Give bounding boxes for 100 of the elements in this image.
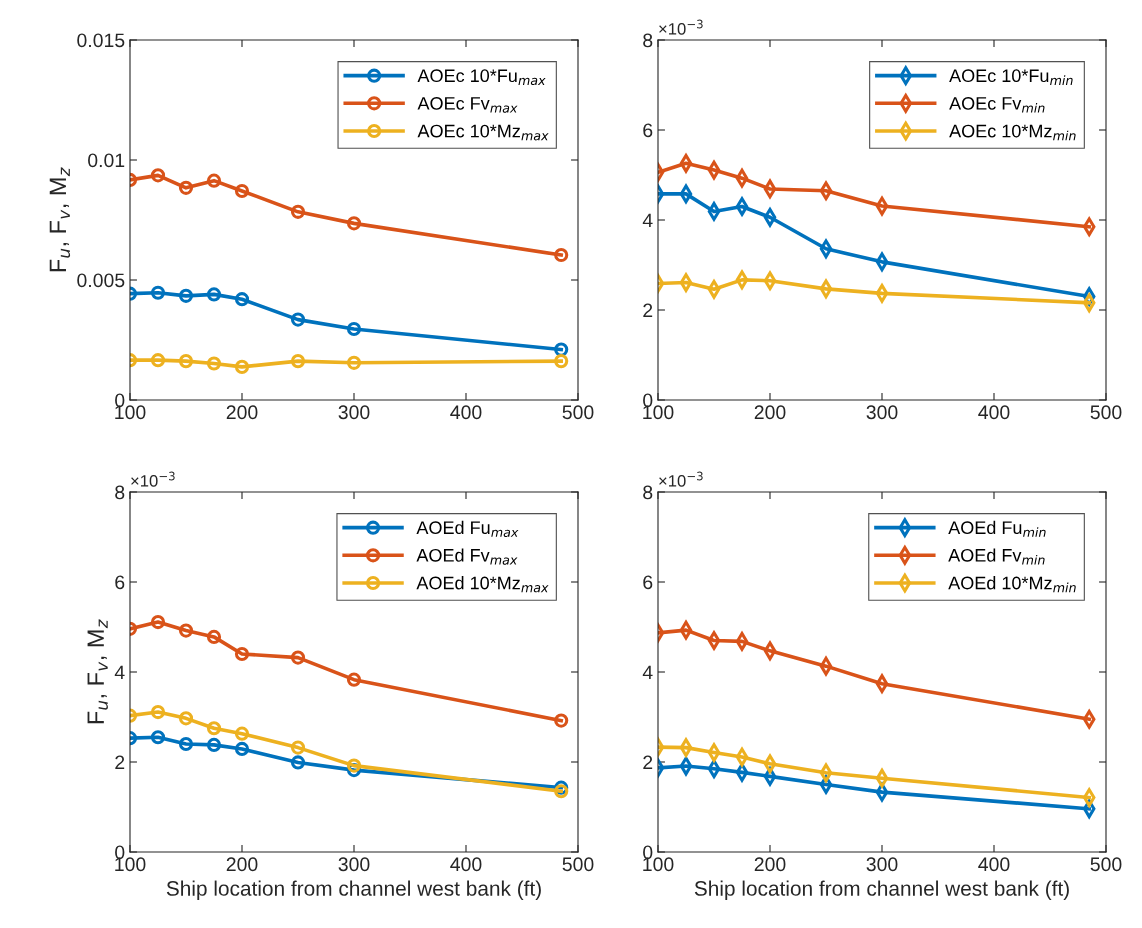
text: ×10$^{−3}$ bbox=[659, 471, 703, 487]
point bbox=[679, 620, 693, 640]
point bbox=[290, 204, 306, 219]
point bbox=[763, 179, 777, 199]
point bbox=[679, 756, 693, 776]
point bbox=[735, 747, 749, 767]
text: ×10$^{−3}$ bbox=[659, 19, 703, 35]
point bbox=[178, 180, 194, 195]
point bbox=[346, 321, 362, 337]
point bbox=[819, 181, 833, 201]
y-tick-label: 6 bbox=[643, 123, 653, 138]
point bbox=[875, 283, 889, 303]
x-tick-label: 100 bbox=[643, 857, 674, 872]
x-tick-label: 100 bbox=[643, 405, 674, 420]
point bbox=[735, 762, 749, 782]
legend-label: AOEd 10*Mz$_{min}$ bbox=[948, 576, 1076, 593]
point bbox=[707, 202, 721, 221]
x-tick-label: 400 bbox=[978, 857, 1010, 872]
legend-label: AOEd Fu$_{max}$ bbox=[416, 520, 519, 538]
legend-label: AOEd Fv$_{min}$ bbox=[948, 548, 1045, 565]
point bbox=[819, 763, 833, 783]
legend-label: AOEc 10*Fu$_{min}$ bbox=[949, 69, 1073, 85]
legend-label: AOEc 10*Fu$_{max}$ bbox=[417, 69, 546, 86]
y-tick-label: 0.01 bbox=[88, 153, 125, 168]
text: ×10$^{−3}$ bbox=[131, 471, 175, 487]
x-tick-label: 500 bbox=[1090, 857, 1122, 872]
point bbox=[679, 273, 693, 292]
y-tick-label: 4 bbox=[642, 665, 653, 680]
point bbox=[234, 183, 250, 199]
y-tick-label: 0 bbox=[115, 845, 125, 860]
y-axis-title: F$_{u}$, F$_{v}$, M$_{z}$ bbox=[87, 619, 108, 724]
point bbox=[679, 738, 693, 757]
point bbox=[178, 711, 194, 726]
point bbox=[875, 768, 889, 788]
point bbox=[735, 632, 749, 651]
y-tick-label: 6 bbox=[643, 575, 653, 590]
point bbox=[707, 743, 721, 762]
point bbox=[206, 356, 222, 371]
point bbox=[875, 674, 889, 694]
point bbox=[346, 758, 362, 773]
y-tick-label: 4 bbox=[642, 213, 653, 228]
point bbox=[178, 288, 194, 303]
legend-label: AOEc 10*Mz$_{max}$ bbox=[417, 124, 549, 141]
x-tick-label: 300 bbox=[338, 405, 370, 420]
point bbox=[554, 784, 569, 799]
point bbox=[290, 312, 306, 327]
y-tick-label: 0.005 bbox=[77, 273, 125, 288]
point bbox=[763, 754, 777, 774]
point bbox=[707, 279, 721, 299]
y-tick-label: 6 bbox=[115, 575, 125, 590]
y-tick-label: 2 bbox=[115, 755, 125, 770]
x-axis-title: Ship location from channel west bank (ft) bbox=[694, 880, 1069, 900]
point bbox=[290, 740, 306, 755]
x-tick-label: 300 bbox=[866, 857, 898, 872]
x-tick-label: 300 bbox=[338, 857, 370, 872]
point bbox=[1082, 788, 1096, 807]
point bbox=[150, 704, 166, 720]
y-tick-label: 8 bbox=[115, 485, 125, 500]
point bbox=[679, 153, 693, 173]
x-tick-label: 200 bbox=[226, 857, 258, 872]
legend-label: AOEc Fv$_{max}$ bbox=[417, 97, 518, 113]
x-tick-label: 200 bbox=[754, 857, 786, 872]
point bbox=[875, 252, 889, 272]
legend-label: AOEc Fv$_{min}$ bbox=[949, 97, 1045, 113]
point bbox=[819, 279, 833, 299]
point bbox=[875, 196, 889, 216]
x-axis-title: Ship location from channel west bank (ft) bbox=[166, 880, 541, 900]
legend-label: AOEc 10*Mz$_{min}$ bbox=[949, 124, 1076, 141]
y-tick-label: 8 bbox=[643, 33, 653, 48]
y-tick-label: 0 bbox=[115, 393, 125, 408]
point bbox=[707, 160, 721, 180]
y-tick-label: 0 bbox=[643, 845, 653, 860]
point bbox=[763, 207, 777, 227]
x-tick-label: 500 bbox=[562, 857, 594, 872]
point bbox=[819, 239, 833, 259]
y-tick-label: 2 bbox=[643, 755, 653, 770]
x-tick-label: 500 bbox=[1090, 405, 1122, 420]
point bbox=[735, 168, 749, 188]
point bbox=[763, 271, 777, 291]
point bbox=[206, 173, 222, 188]
x-tick-label: 500 bbox=[562, 405, 594, 420]
point bbox=[707, 631, 721, 650]
point bbox=[206, 287, 222, 302]
point bbox=[707, 759, 721, 779]
point bbox=[206, 629, 222, 644]
point bbox=[763, 641, 777, 661]
point bbox=[234, 741, 250, 757]
point bbox=[735, 270, 749, 290]
point bbox=[1082, 293, 1096, 313]
point bbox=[150, 168, 166, 183]
x-tick-label: 100 bbox=[115, 857, 146, 872]
x-tick-label: 400 bbox=[450, 857, 482, 872]
point bbox=[1082, 709, 1096, 729]
point bbox=[178, 354, 194, 369]
point bbox=[206, 721, 222, 736]
point bbox=[150, 285, 166, 300]
x-tick-label: 200 bbox=[754, 405, 786, 420]
x-tick-label: 400 bbox=[450, 405, 482, 420]
x-tick-label: 400 bbox=[978, 405, 1010, 420]
y-tick-label: 4 bbox=[114, 665, 125, 680]
